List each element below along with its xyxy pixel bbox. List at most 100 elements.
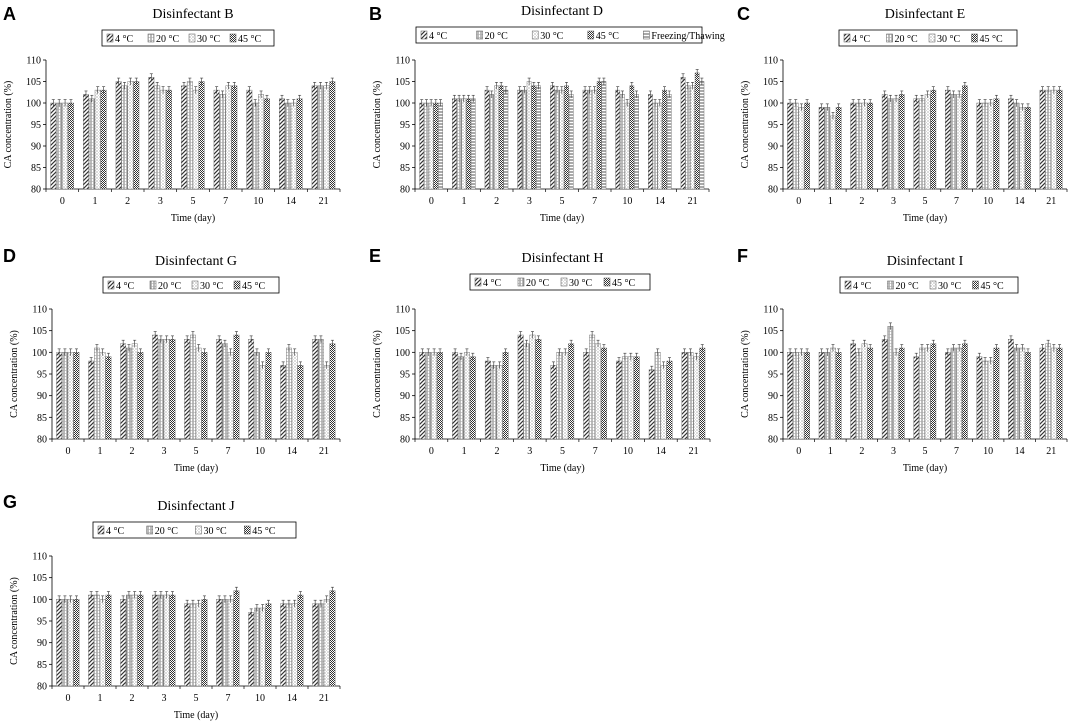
bar xyxy=(1051,89,1057,190)
x-tick-label: 1 xyxy=(462,196,467,207)
y-tick-label: 105 xyxy=(395,77,410,88)
bar xyxy=(286,603,292,687)
bar xyxy=(50,102,57,190)
y-tick-label: 80 xyxy=(768,435,778,446)
legend-entry: 45 °C xyxy=(612,278,635,289)
bar xyxy=(1019,107,1026,190)
x-tick-label: 0 xyxy=(66,446,71,457)
bar xyxy=(127,81,134,190)
legend-entry: 4 °C xyxy=(429,31,447,42)
chart-panel-D: D Disinfectant G 4 °C 20 °C 30 °C 45 °C 80 85 90… xyxy=(3,246,341,474)
bar xyxy=(1025,107,1031,190)
bar xyxy=(88,98,95,190)
bar xyxy=(88,360,95,440)
bar xyxy=(898,347,905,440)
chart-title: Disinfectant H xyxy=(521,251,603,266)
legend-entry: 4 °C xyxy=(116,281,134,292)
bar xyxy=(296,98,303,190)
y-tick-label: 105 xyxy=(763,77,778,88)
legend-entry: 20 °C xyxy=(158,281,181,292)
bar xyxy=(297,594,304,687)
bar xyxy=(419,352,426,440)
legend-entry: 30 °C xyxy=(569,278,592,289)
bar xyxy=(438,102,443,190)
bar xyxy=(456,98,462,190)
y-tick-label: 100 xyxy=(763,99,778,110)
bar xyxy=(489,94,495,190)
bar xyxy=(246,89,253,190)
bar xyxy=(556,352,563,440)
bar xyxy=(1013,102,1020,190)
legend-swatch xyxy=(244,525,251,535)
bar xyxy=(133,81,140,190)
bar xyxy=(152,334,159,440)
x-tick-label: 21 xyxy=(689,446,699,457)
legend-entry: 45 °C xyxy=(596,31,619,42)
bar xyxy=(830,347,836,440)
bar xyxy=(126,594,132,687)
bar xyxy=(887,98,894,190)
bar xyxy=(666,360,673,440)
bar xyxy=(428,102,434,190)
x-tick-label: 5 xyxy=(560,446,565,457)
bar xyxy=(88,594,95,687)
legend-swatch xyxy=(229,33,237,43)
bar xyxy=(583,352,590,440)
bar xyxy=(587,89,593,190)
y-tick-label: 110 xyxy=(763,56,778,67)
bar xyxy=(861,343,868,440)
bar xyxy=(568,94,574,190)
x-tick-label: 3 xyxy=(158,196,163,207)
bar xyxy=(181,85,187,190)
bar xyxy=(431,352,438,440)
bar xyxy=(502,352,509,440)
bar xyxy=(523,343,530,440)
bar xyxy=(286,347,292,440)
x-tick-label: 0 xyxy=(429,446,434,457)
bar xyxy=(213,89,220,190)
bar xyxy=(850,343,857,440)
y-tick-label: 80 xyxy=(31,185,41,196)
bar xyxy=(685,85,691,190)
bar xyxy=(1039,89,1046,190)
bar xyxy=(634,94,639,190)
bar xyxy=(461,98,467,190)
x-tick-label: 7 xyxy=(226,446,231,457)
legend-entry: 30 °C xyxy=(200,281,223,292)
bar xyxy=(976,102,983,190)
x-tick-label: 14 xyxy=(287,446,297,457)
y-tick-label: 110 xyxy=(763,305,778,316)
legend-swatch xyxy=(233,280,241,290)
y-tick-label: 105 xyxy=(26,77,41,88)
bar xyxy=(1025,352,1031,440)
x-tick-label: 1 xyxy=(98,446,103,457)
bar xyxy=(804,352,810,440)
bar xyxy=(898,94,905,190)
bar xyxy=(1008,98,1014,190)
bar xyxy=(329,81,336,190)
bar xyxy=(660,365,667,440)
y-tick-label: 85 xyxy=(400,413,410,424)
bar xyxy=(1039,347,1046,440)
y-tick-label: 95 xyxy=(400,370,410,381)
legend-entry: 4 °C xyxy=(852,34,870,45)
bar xyxy=(265,603,272,687)
chart-panel-C: C Disinfectant E 4 °C 20 °C 30 °C 45 °C 80 85 90… xyxy=(737,4,1068,224)
legend-entry: 30 °C xyxy=(204,526,227,537)
bar xyxy=(601,81,607,190)
bar xyxy=(137,594,144,687)
x-tick-label: 5 xyxy=(923,446,928,457)
bar xyxy=(311,85,318,190)
bar xyxy=(526,81,532,190)
bar xyxy=(219,94,226,190)
bar xyxy=(620,94,625,190)
legend-entry: 4 °C xyxy=(483,278,501,289)
bar xyxy=(290,102,297,190)
panel-letter: G xyxy=(3,492,17,512)
bar xyxy=(1056,89,1063,190)
x-tick-label: 1 xyxy=(828,446,833,457)
y-tick-label: 80 xyxy=(400,185,410,196)
bar xyxy=(950,347,957,440)
legend-swatch xyxy=(146,525,153,535)
bar xyxy=(930,343,937,440)
